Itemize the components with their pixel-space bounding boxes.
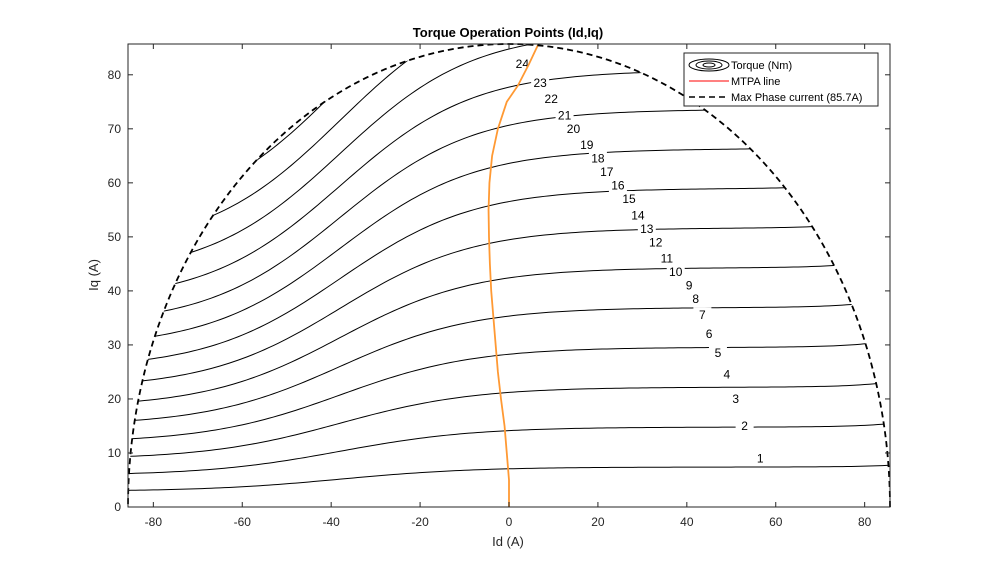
torque-contour-3 [128, 381, 890, 457]
contour-label-bg-4 [717, 366, 736, 382]
x-tick-label: 80 [858, 515, 872, 529]
legend-contour-ring-mid [695, 60, 723, 70]
torque-contour-12 [128, 44, 890, 267]
contour-label-12: 12 [649, 235, 663, 249]
contour-label-21: 21 [558, 108, 572, 122]
contour-label-bg-7 [693, 307, 712, 323]
contour-label-15: 15 [622, 192, 636, 206]
contour-label-bg-19 [577, 137, 596, 153]
contour-label-bg-2 [735, 417, 754, 433]
contour-label-bg-10 [666, 263, 685, 279]
contour-label-19: 19 [580, 138, 594, 152]
torque-contour-1 [128, 464, 890, 491]
legend: Torque (Nm) MTPA line Max Phase current (8… [683, 52, 879, 107]
contour-label-22: 22 [545, 92, 559, 106]
contour-label-bg-6 [700, 326, 719, 342]
contour-label-bg-12 [646, 234, 665, 250]
contour-label-20: 20 [567, 122, 581, 136]
x-tick-label: -40 [322, 515, 340, 529]
contour-label-bg-23 [531, 74, 550, 90]
contour-label-2: 2 [741, 419, 748, 433]
x-tick-label: -20 [411, 515, 429, 529]
contour-label-16: 16 [611, 179, 625, 193]
contour-label-bg-5 [708, 345, 727, 361]
y-tick-label: 20 [108, 392, 122, 406]
contour-label-bg-22 [542, 91, 561, 107]
x-tick-label: -80 [145, 515, 163, 529]
contour-label-14: 14 [631, 208, 645, 222]
legend-contour-icon [688, 58, 730, 72]
y-tick-label: 60 [108, 176, 122, 190]
torque-contour-13 [128, 44, 890, 240]
torque-contour-6 [128, 256, 890, 403]
legend-label-0: Torque (Nm) [731, 60, 792, 72]
legend-label-1: MTPA line [731, 76, 780, 88]
contour-label-bg-1 [751, 450, 770, 466]
torque-contour-4 [128, 339, 890, 440]
y-tick-label: 10 [108, 446, 122, 460]
contour-label-1: 1 [757, 451, 764, 465]
contour-label-8: 8 [692, 292, 699, 306]
y-tick-label: 50 [108, 230, 122, 244]
x-tick-label: 40 [680, 515, 694, 529]
contour-label-6: 6 [706, 327, 713, 341]
y-tick-label: 0 [114, 500, 121, 514]
contour-label-7: 7 [699, 308, 706, 322]
torque-contour-8 [128, 173, 890, 363]
chart-title: Torque Operation Points (Id,Iq) [413, 25, 603, 40]
contour-label-bg-15 [620, 191, 639, 207]
x-tick-label: 20 [591, 515, 605, 529]
torque-contour-7 [128, 214, 890, 383]
contour-label-bg-20 [564, 120, 583, 136]
contour-label-24: 24 [516, 57, 530, 71]
legend-contour-ring-inner [702, 62, 716, 68]
torque-contour-2 [128, 422, 890, 475]
y-tick-label: 40 [108, 284, 122, 298]
contour-label-17: 17 [600, 165, 614, 179]
y-tick-label: 80 [108, 68, 122, 82]
contour-label-4: 4 [723, 368, 730, 382]
mtpa-line [487, 44, 539, 507]
contour-label-bg-8 [686, 291, 705, 307]
contour-label-bg-16 [608, 177, 627, 193]
contour-label-bg-13 [637, 220, 656, 236]
contour-label-23: 23 [533, 76, 547, 90]
x-tick-label: -60 [234, 515, 252, 529]
y-tick-label: 70 [108, 122, 122, 136]
y-axis-label: Iq (A) [86, 259, 101, 291]
x-axis-label: Id (A) [492, 534, 524, 549]
contour-label-18: 18 [591, 152, 605, 166]
contour-label-bg-21 [555, 107, 574, 123]
legend-label-2: Max Phase current (85.7A) [731, 92, 862, 104]
contour-label-bg-11 [657, 250, 676, 266]
contour-label-11: 11 [661, 251, 674, 265]
legend-contour-ring-outer [688, 58, 730, 72]
y-tick-label: 30 [108, 338, 122, 352]
x-tick-label: 0 [506, 515, 513, 529]
contour-label-9: 9 [686, 278, 693, 292]
contour-label-bg-9 [680, 277, 699, 293]
torque-contour-5 [128, 297, 890, 422]
contour-label-bg-14 [628, 207, 647, 223]
contour-label-bg-17 [597, 164, 616, 180]
contour-label-5: 5 [715, 346, 722, 360]
contour-label-3: 3 [732, 392, 739, 406]
axes: -80 -60 -40 -20 0 20 40 60 80 0 10 20 30 40 50 60 70 80 [108, 43, 891, 529]
contour-label-bg-18 [588, 150, 607, 166]
contour-label-13: 13 [640, 222, 654, 236]
x-tick-label: 60 [769, 515, 783, 529]
contour-label-10: 10 [669, 265, 683, 279]
contour-label-bg-3 [726, 390, 745, 406]
